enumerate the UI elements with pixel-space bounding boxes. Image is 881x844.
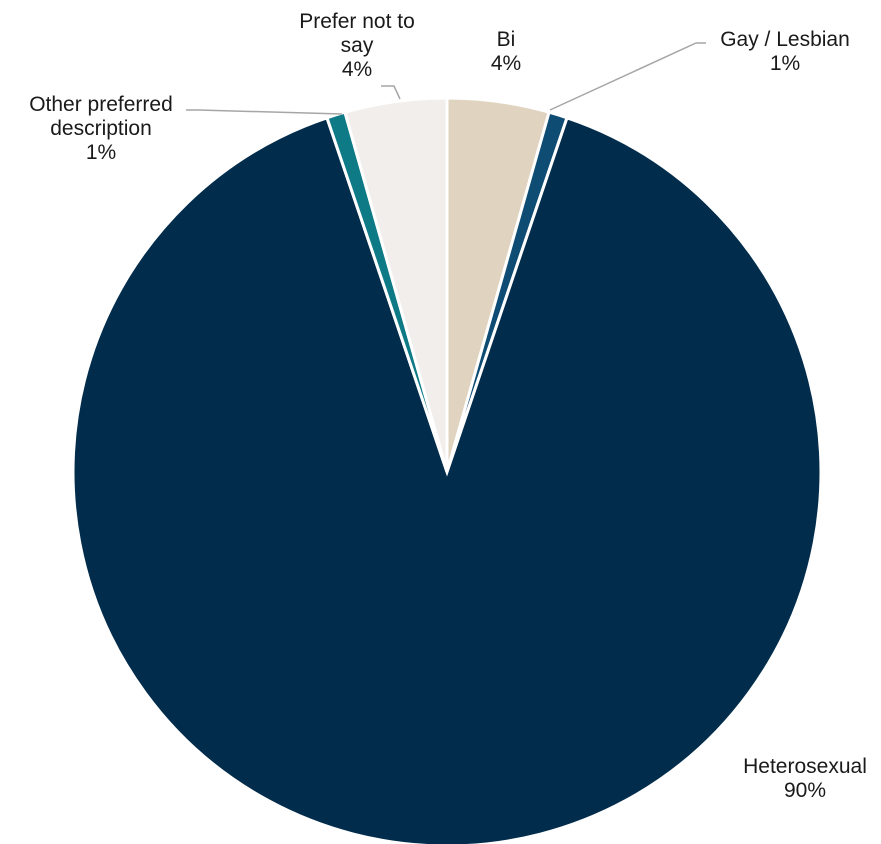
data-label-category: description [50, 117, 152, 140]
leader-line-gay-lesbian [549, 42, 706, 111]
data-label-category: Heterosexual [743, 755, 867, 778]
leader-lines-layer [186, 42, 706, 115]
data-label-value: 4% [491, 52, 521, 75]
data-label-bi: Bi 4% [491, 28, 521, 75]
leader-line-other-preferred-description [186, 109, 343, 115]
pie-slice-prefer-not-to-say [343, 96, 449, 473]
data-label-category: Prefer not to [299, 10, 415, 33]
data-labels-layer: Bi 4%Gay / Lesbian 1%Heterosexual 90%Other … [29, 10, 867, 802]
data-label-category: Bi [497, 28, 516, 51]
data-label-category: say [341, 34, 374, 57]
data-label-value: 1% [770, 52, 800, 75]
pie-slice-heterosexual [71, 115, 823, 844]
data-label-value: 90% [784, 779, 826, 802]
data-label-category: Gay / Lesbian [720, 28, 850, 51]
data-label-value: 1% [86, 141, 116, 164]
data-label-value: 4% [342, 58, 372, 81]
data-label-prefer-not-to-say: Prefer not to say 4% [299, 10, 415, 81]
data-label-heterosexual: Heterosexual 90% [743, 755, 867, 802]
leader-line-prefer-not-to-say [381, 85, 401, 100]
data-label-gay-lesbian: Gay / Lesbian 1% [720, 28, 850, 75]
data-label-category: Other preferred [29, 93, 173, 116]
slices-layer [71, 96, 823, 844]
data-label-other-preferred-description: Other preferred description 1% [29, 93, 173, 164]
